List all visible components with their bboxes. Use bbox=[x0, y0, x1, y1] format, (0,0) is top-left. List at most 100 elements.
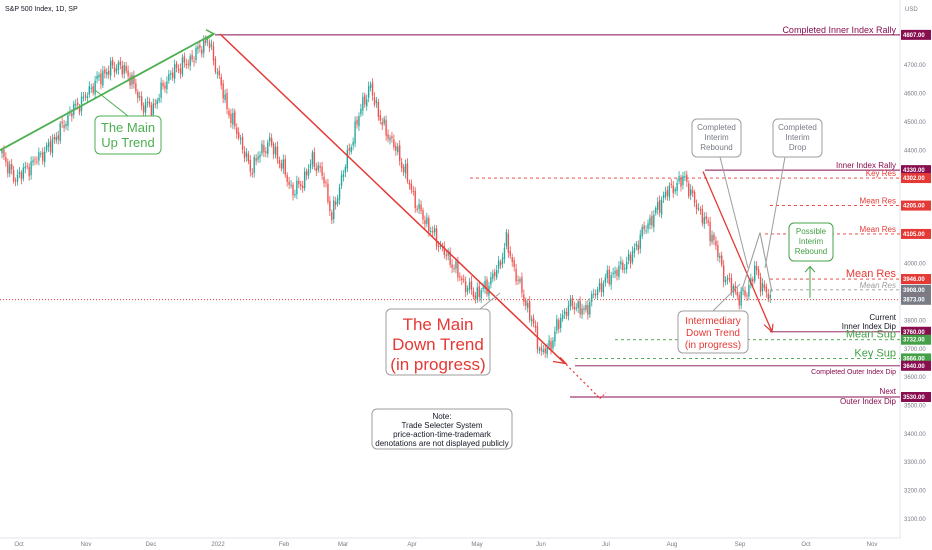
candle-body bbox=[123, 65, 125, 74]
candle-body bbox=[296, 180, 298, 195]
candle-body bbox=[552, 340, 554, 349]
candle-body bbox=[757, 269, 760, 276]
candle-body bbox=[728, 277, 731, 279]
note-callout-box bbox=[371, 408, 513, 450]
candle-body bbox=[329, 200, 331, 212]
candle-body bbox=[125, 65, 127, 72]
x-tick-label: Aug bbox=[667, 542, 678, 548]
candle-body bbox=[565, 312, 568, 317]
intermediary-down-line bbox=[702, 171, 773, 333]
main-down-callout-text: Down Trend bbox=[392, 335, 484, 354]
candle-body bbox=[7, 161, 9, 174]
level-label: Key Sup bbox=[854, 347, 896, 359]
candle-body bbox=[612, 272, 614, 275]
candle-body bbox=[313, 151, 316, 167]
price-badge bbox=[901, 173, 931, 184]
note-callout-text: price-action-time-trademark bbox=[393, 430, 492, 439]
candle-body bbox=[616, 269, 618, 276]
candle-body bbox=[631, 251, 634, 263]
candle-body bbox=[294, 194, 296, 196]
candle-body bbox=[234, 111, 236, 127]
candle-body bbox=[447, 251, 449, 256]
candle-body bbox=[752, 278, 754, 282]
price-badge bbox=[901, 284, 931, 295]
candle-body bbox=[237, 132, 240, 139]
candle-body bbox=[191, 54, 193, 60]
candle-body bbox=[674, 189, 676, 192]
y-tick-label: 4500.00 bbox=[904, 120, 926, 126]
candle-body bbox=[744, 290, 746, 296]
candle-body bbox=[284, 159, 286, 175]
candle-body bbox=[690, 189, 692, 196]
x-tick-label: Jun bbox=[536, 542, 546, 548]
candle-body bbox=[563, 311, 566, 314]
candle-body bbox=[119, 61, 122, 65]
candle-body bbox=[521, 277, 523, 293]
candle-body bbox=[274, 147, 277, 155]
candle-body bbox=[38, 152, 40, 161]
candle-body bbox=[527, 302, 529, 308]
candle-body bbox=[127, 70, 129, 76]
candle-body bbox=[610, 275, 612, 285]
candle-body bbox=[501, 257, 504, 264]
candle-body bbox=[426, 217, 428, 224]
candle-body bbox=[560, 317, 562, 328]
candle-body bbox=[606, 270, 608, 279]
candle-body bbox=[604, 277, 607, 283]
candle-body bbox=[381, 122, 383, 126]
candle-body bbox=[428, 218, 430, 232]
candle-body bbox=[185, 63, 187, 65]
candle-body bbox=[399, 145, 401, 161]
candle-body bbox=[206, 40, 209, 42]
candle-body bbox=[430, 230, 432, 232]
candle-body bbox=[769, 294, 771, 299]
candle-body bbox=[331, 212, 333, 221]
candle-body bbox=[290, 184, 292, 186]
candle-body bbox=[20, 172, 23, 180]
candle-body bbox=[139, 96, 141, 98]
interim-drop-pointer bbox=[764, 156, 786, 269]
x-tick-label: Oct bbox=[14, 542, 24, 548]
candle-body bbox=[740, 290, 742, 306]
candle-body bbox=[100, 73, 102, 85]
candle-body bbox=[303, 171, 306, 189]
chart-title: S&P 500 Index, 1D, SP bbox=[5, 6, 78, 13]
candle-body bbox=[600, 282, 603, 292]
candle-body bbox=[348, 148, 350, 151]
note-callout-text: denotations are not displayed publicly bbox=[375, 439, 508, 448]
interim-drop-callout-box bbox=[772, 118, 823, 158]
candle-body bbox=[451, 264, 453, 268]
candle-body bbox=[96, 75, 98, 80]
candle-body bbox=[538, 348, 541, 351]
candle-body bbox=[239, 138, 242, 140]
candle-body bbox=[109, 61, 112, 76]
candle-body bbox=[408, 182, 411, 185]
candle-body bbox=[463, 279, 465, 281]
candle-body bbox=[497, 260, 500, 269]
candle-body bbox=[286, 174, 288, 182]
candle-body bbox=[267, 142, 269, 154]
interim-rebound-pointer bbox=[719, 156, 749, 269]
candle-body bbox=[383, 118, 385, 124]
candle-body bbox=[371, 82, 374, 96]
candle-body bbox=[726, 277, 729, 281]
candle-body bbox=[236, 127, 238, 134]
candle-body bbox=[717, 245, 719, 258]
level-label: Outer Index Dip bbox=[840, 397, 897, 406]
candle-body bbox=[513, 260, 515, 268]
candle-body bbox=[263, 144, 265, 153]
candle-body bbox=[596, 289, 599, 296]
candle-body bbox=[358, 115, 360, 127]
price-badge-text: 3873.00 bbox=[903, 298, 925, 304]
candle-body bbox=[693, 191, 696, 203]
interim-rebound-callout-text: Interim bbox=[704, 133, 729, 142]
candle-body bbox=[193, 60, 195, 62]
candle-body bbox=[255, 158, 257, 161]
y-tick-label: 3600.00 bbox=[904, 375, 926, 381]
y-tick-label: 3500.00 bbox=[904, 403, 926, 409]
candle-body bbox=[422, 210, 424, 220]
candle-body bbox=[220, 77, 222, 86]
candle-body bbox=[653, 214, 655, 228]
candle-body bbox=[511, 257, 513, 263]
candle-body bbox=[647, 223, 649, 229]
